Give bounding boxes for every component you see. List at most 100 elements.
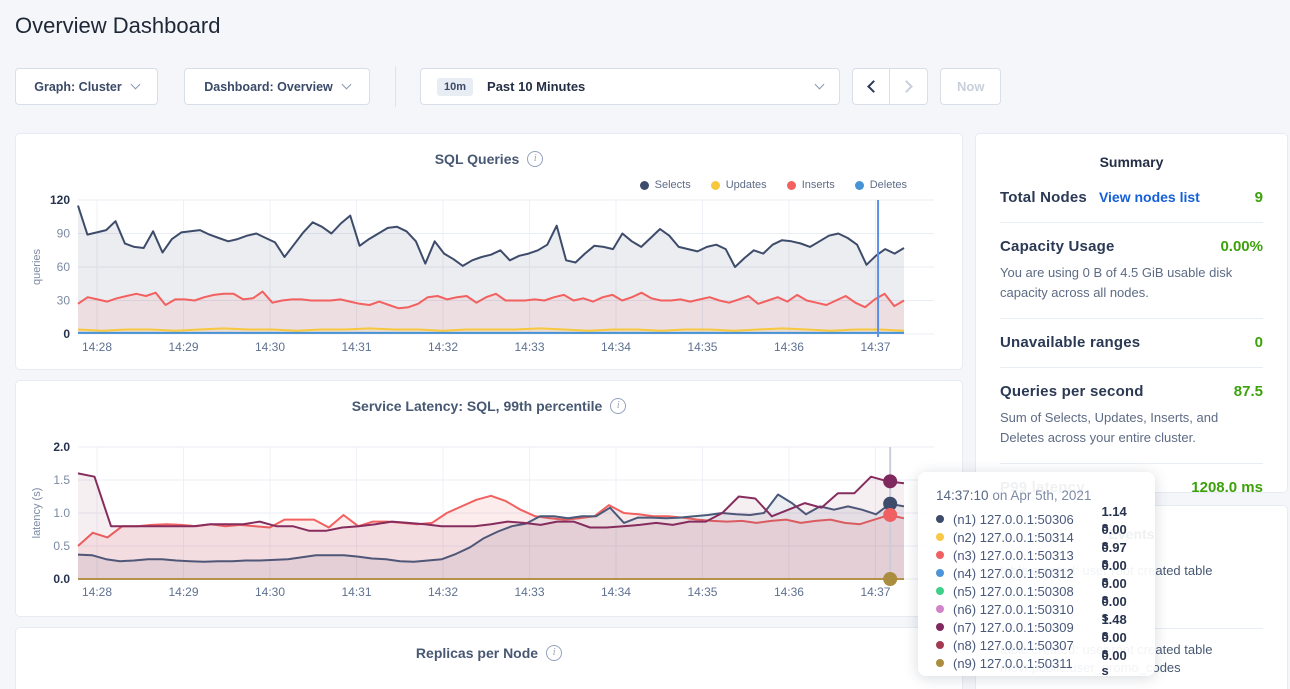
view-nodes-list-link[interactable]: View nodes list <box>1099 189 1200 205</box>
svg-text:0.0: 0.0 <box>53 572 70 586</box>
dashboard-dropdown[interactable]: Dashboard: Overview <box>184 68 370 105</box>
summary-value: 0 <box>1255 334 1263 351</box>
chevron-down-icon <box>341 80 351 90</box>
tooltip-node-address: (n7) 127.0.0.1:50309 <box>953 620 1101 635</box>
tooltip-node-address: (n9) 127.0.0.1:50311 <box>953 656 1101 671</box>
svg-text:14:29: 14:29 <box>169 585 199 599</box>
service-latency-chart[interactable]: 0.0 0.5 1.0 1.5 2.0 14:28 14:29 14:30 14:31 14:32… <box>16 381 964 618</box>
chevron-right-icon <box>900 80 913 93</box>
node-color-dot <box>936 641 944 649</box>
svg-text:14:34: 14:34 <box>601 340 631 354</box>
summary-label: Total Nodes <box>1000 189 1087 206</box>
node-color-dot <box>936 515 944 523</box>
chevron-left-icon <box>867 80 880 93</box>
summary-panel: Summary Total NodesView nodes list9Capac… <box>975 133 1288 493</box>
svg-text:14:30: 14:30 <box>255 585 285 599</box>
svg-text:120: 120 <box>50 193 70 207</box>
service-latency-card: Service Latency: SQL, 99th percentile i … <box>15 380 963 617</box>
chart-hover-tooltip: 14:37:10 on Apr 5th, 2021 (n1) 127.0.0.1… <box>918 472 1155 676</box>
svg-text:14:36: 14:36 <box>774 585 804 599</box>
svg-text:14:28: 14:28 <box>82 340 112 354</box>
tooltip-node-address: (n1) 127.0.0.1:50306 <box>953 512 1101 527</box>
node-color-dot <box>936 605 944 613</box>
svg-text:14:32: 14:32 <box>428 340 458 354</box>
time-shift-buttons <box>852 68 928 105</box>
svg-text:14:34: 14:34 <box>601 585 631 599</box>
svg-text:1.5: 1.5 <box>53 473 70 487</box>
tooltip-row: (n9) 127.0.0.1:503110.00 s <box>936 654 1137 672</box>
svg-text:1.0: 1.0 <box>53 506 70 520</box>
tooltip-node-value: 0.00 s <box>1101 648 1137 678</box>
tooltip-time: 14:37:10 <box>936 488 989 503</box>
summary-value: 1208.0 ms <box>1191 479 1263 496</box>
svg-text:14:31: 14:31 <box>341 340 371 354</box>
svg-text:14:28: 14:28 <box>82 585 112 599</box>
node-color-dot <box>936 623 944 631</box>
summary-description: Sum of Selects, Updates, Inserts, and De… <box>1000 408 1263 447</box>
svg-text:latency (s): latency (s) <box>31 488 43 539</box>
summary-description: You are using 0 B of 4.5 GiB usable disk… <box>1000 263 1263 302</box>
svg-text:14:31: 14:31 <box>341 585 371 599</box>
svg-text:0: 0 <box>63 327 70 341</box>
time-back-button[interactable] <box>852 68 890 105</box>
info-icon[interactable]: i <box>546 645 562 661</box>
sql-queries-card: SQL Queries i SelectsUpdatesInsertsDelet… <box>15 133 963 370</box>
time-range-badge: 10m <box>437 78 473 96</box>
tooltip-node-address: (n5) 127.0.0.1:50308 <box>953 584 1101 599</box>
graph-dropdown-label: Graph: Cluster <box>34 80 122 94</box>
tooltip-node-address: (n8) 127.0.0.1:50307 <box>953 638 1101 653</box>
svg-text:14:30: 14:30 <box>255 340 285 354</box>
svg-text:60: 60 <box>57 260 71 274</box>
svg-text:14:36: 14:36 <box>774 340 804 354</box>
time-range-label: Past 10 Minutes <box>487 79 802 94</box>
chevron-down-icon <box>130 80 140 90</box>
summary-label: Capacity Usage <box>1000 238 1115 255</box>
svg-text:14:29: 14:29 <box>169 340 199 354</box>
svg-text:0.5: 0.5 <box>53 539 70 553</box>
summary-rows: Total NodesView nodes list9Capacity Usag… <box>976 170 1287 512</box>
summary-label: Queries per second <box>1000 383 1144 400</box>
tooltip-timestamp: 14:37:10 on Apr 5th, 2021 <box>936 488 1137 503</box>
replicas-per-node-card: Replicas per Node i <box>15 627 963 689</box>
overview-dashboard-page: { "page": { "title": "Overview Dashboard… <box>0 0 1290 689</box>
svg-text:14:32: 14:32 <box>428 585 458 599</box>
summary-value: 87.5 <box>1234 383 1263 400</box>
svg-text:14:37: 14:37 <box>860 585 890 599</box>
page-title: Overview Dashboard <box>15 13 220 39</box>
svg-text:14:33: 14:33 <box>514 585 544 599</box>
node-color-dot <box>936 551 944 559</box>
time-forward-button[interactable] <box>890 68 928 105</box>
node-color-dot <box>936 569 944 577</box>
node-color-dot <box>936 659 944 667</box>
summary-row: Queries per second 87.5 Sum of Selects, Up… <box>1000 367 1263 463</box>
tooltip-node-address: (n6) 127.0.0.1:50310 <box>953 602 1101 617</box>
svg-text:14:35: 14:35 <box>687 340 717 354</box>
tooltip-node-address: (n2) 127.0.0.1:50314 <box>953 530 1101 545</box>
tooltip-node-address: (n3) 127.0.0.1:50313 <box>953 548 1101 563</box>
svg-text:queries: queries <box>31 248 43 285</box>
svg-text:2.0: 2.0 <box>53 440 70 454</box>
tooltip-date: on Apr 5th, 2021 <box>989 488 1092 503</box>
svg-text:14:35: 14:35 <box>687 585 717 599</box>
toolbar-divider <box>395 66 396 107</box>
summary-row: Unavailable ranges 0 <box>1000 318 1263 367</box>
summary-row: Total NodesView nodes list9 <box>1000 174 1263 222</box>
summary-row: Capacity Usage 0.00% You are using 0 B of … <box>1000 222 1263 318</box>
dashboard-dropdown-label: Dashboard: Overview <box>204 80 333 94</box>
now-button[interactable]: Now <box>940 68 1001 105</box>
tooltip-node-address: (n4) 127.0.0.1:50312 <box>953 566 1101 581</box>
svg-text:30: 30 <box>57 294 71 308</box>
summary-label: Unavailable ranges <box>1000 334 1140 351</box>
sql-queries-chart[interactable]: 0 30 60 90 120 14:28 14:29 14:30 14:31 14:32 14:33… <box>16 134 964 371</box>
summary-heading: Summary <box>976 134 1287 170</box>
node-color-dot <box>936 533 944 541</box>
svg-text:90: 90 <box>57 227 71 241</box>
chart-title: Replicas per Node <box>416 645 538 661</box>
svg-text:14:33: 14:33 <box>514 340 544 354</box>
summary-value: 0.00% <box>1220 238 1263 255</box>
svg-text:14:37: 14:37 <box>860 340 890 354</box>
graph-dropdown[interactable]: Graph: Cluster <box>15 68 158 105</box>
chevron-down-icon <box>815 80 825 90</box>
node-color-dot <box>936 587 944 595</box>
time-range-dropdown[interactable]: 10m Past 10 Minutes <box>420 68 840 105</box>
